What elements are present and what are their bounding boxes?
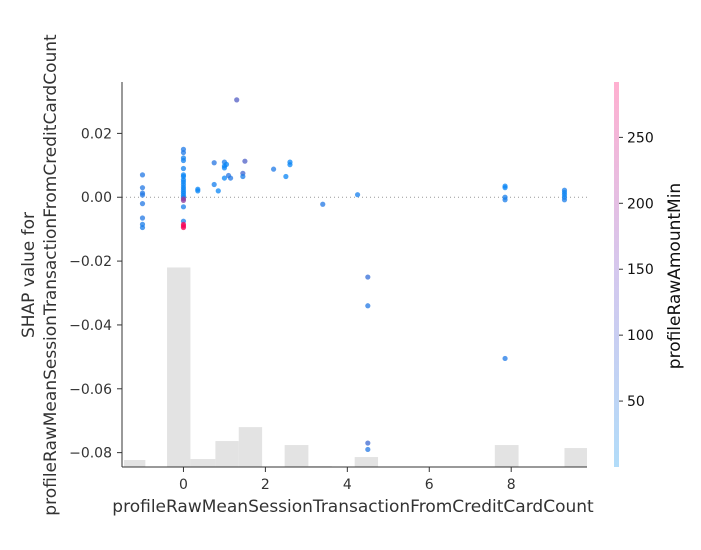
x-tick-label-4: 8 [507,477,516,493]
y-tick-label-1: 0.00 [81,190,112,206]
x-tick-label-2: 4 [343,477,352,493]
scatter-point-3 [139,190,146,196]
scatter-point-39 [221,175,228,181]
scatter-point-56 [365,446,371,453]
histogram-bar-0 [124,460,146,467]
x-tick-label-3: 6 [425,477,434,493]
scatter-points [139,97,568,453]
scatter-point-61 [502,355,508,362]
colorbar-tick-label-4: 250 [627,130,654,146]
scatter-point-45 [240,173,246,180]
scatter-point-54 [365,303,371,309]
colorbar-label: profileRawAmountMin [665,183,685,369]
scatter-point-48 [283,173,289,180]
histogram-bar-3 [215,441,239,467]
histogram-bar-9 [564,448,587,467]
scatter-point-11 [180,157,187,164]
histogram-bar-8 [494,445,519,467]
histogram-bar-1 [167,267,191,467]
scatter-point-0 [139,172,146,178]
scatter-point-42 [227,175,234,181]
colorbar-tick-label-3: 200 [627,196,654,212]
colorbar-ticks: 50 100 150 200 250 [619,130,654,410]
x-axis-ticks: 0 2 4 6 8 [179,467,516,493]
scatter-point-35 [215,188,221,194]
scatter-point-1 [139,185,146,191]
histogram [124,267,587,467]
scatter-point-40 [223,161,230,167]
scatter-point-58 [502,185,508,191]
scatter-point-33 [211,160,217,166]
y-tick-label-5: −0.08 [69,446,112,462]
histogram-bar-2 [190,459,216,467]
scatter-point-52 [354,192,361,198]
scatter-point-32 [195,188,201,194]
scatter-point-66 [561,197,568,203]
scatter-point-55 [365,440,371,446]
scatter-point-51 [320,201,326,207]
histogram-bar-7 [354,457,379,467]
colorbar-tick-label-1: 100 [627,328,654,344]
y-axis-label-line2: profileRawMeanSessionTransactionFromCred… [41,34,61,516]
scatter-point-43 [234,97,240,103]
scatter-point-50 [287,162,293,168]
scatter-point-5 [139,215,146,221]
scatter-point-34 [211,181,217,188]
scatter-point-26 [180,204,187,210]
y-tick-label-3: −0.04 [69,318,112,334]
colorbar [614,82,619,467]
y-tick-label-0: 0.02 [81,126,112,142]
scatter-point-47 [270,166,277,172]
y-axis-ticks: 0.02 0.00 −0.02 −0.04 −0.06 −0.08 [69,126,122,462]
scatter-point-60 [502,197,508,203]
x-axis-label: profileRawMeanSessionTransactionFromCred… [112,497,594,517]
histogram-bar-5 [284,445,309,467]
scatter-point-7 [139,224,146,231]
scatter-point-12 [180,165,187,172]
colorbar-tick-label-0: 50 [627,394,645,410]
scatter-point-25 [180,197,187,204]
y-axis-label-line1: SHAP value for [19,212,39,338]
x-tick-label-1: 2 [261,477,270,493]
colorbar-tick-label-2: 150 [627,262,654,278]
x-tick-label-0: 0 [179,477,188,493]
y-tick-label-2: −0.02 [69,254,112,270]
scatter-point-30 [180,224,187,231]
scatter-point-9 [180,149,187,156]
scatter-point-4 [139,201,146,207]
scatter-point-46 [242,158,248,164]
scatter-point-53 [365,274,371,280]
histogram-bar-4 [238,427,263,467]
y-tick-label-4: −0.06 [69,382,112,398]
